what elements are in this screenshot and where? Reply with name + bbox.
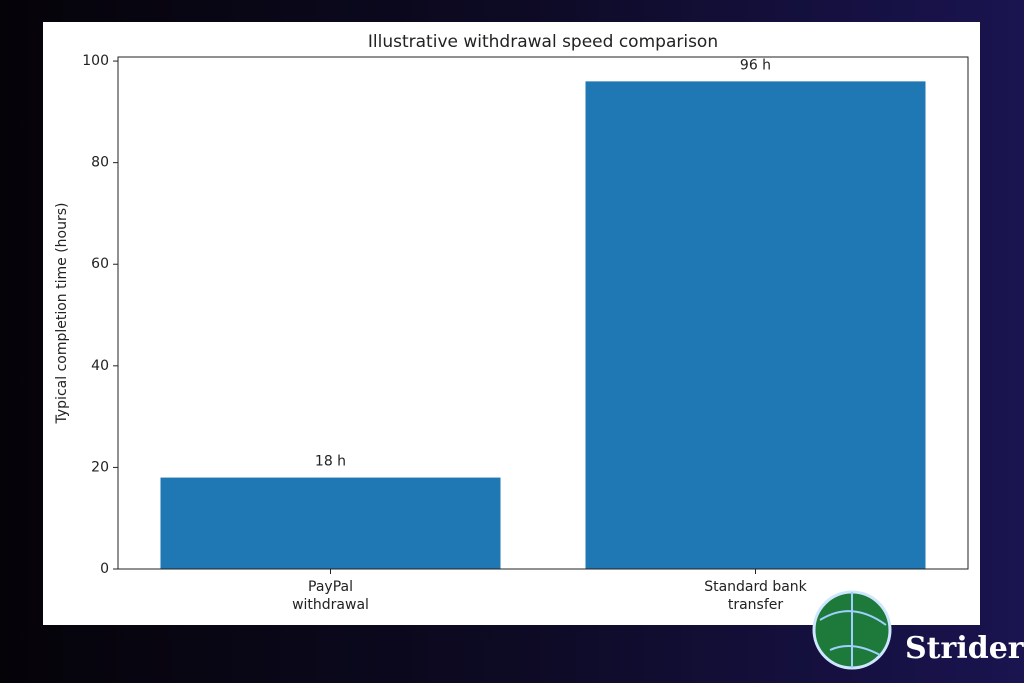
y-tick-label: 60: [91, 256, 109, 272]
x-tick-label: Standard bank transfer: [704, 579, 807, 613]
x-tick-label: PayPal withdrawal: [292, 579, 369, 613]
y-tick-label: 40: [91, 358, 109, 374]
y-tick-label: 100: [82, 53, 109, 69]
logo-text: Strider: [905, 631, 1024, 666]
bar: [585, 81, 926, 569]
y-tick-label: 80: [91, 155, 109, 171]
value-label: 96 h: [740, 57, 771, 73]
y-axis-label: Typical completion time (hours): [54, 203, 70, 425]
axes-frame: [117, 56, 969, 570]
bar: [160, 477, 501, 569]
logo-globe-lines: [819, 592, 887, 668]
value-label: 18 h: [315, 454, 346, 470]
y-tick-label: 0: [100, 561, 109, 577]
chart-title: Illustrative withdrawal speed comparison: [368, 32, 718, 52]
logo-text: ino: [925, 593, 978, 628]
y-tick-label: 20: [91, 459, 109, 475]
